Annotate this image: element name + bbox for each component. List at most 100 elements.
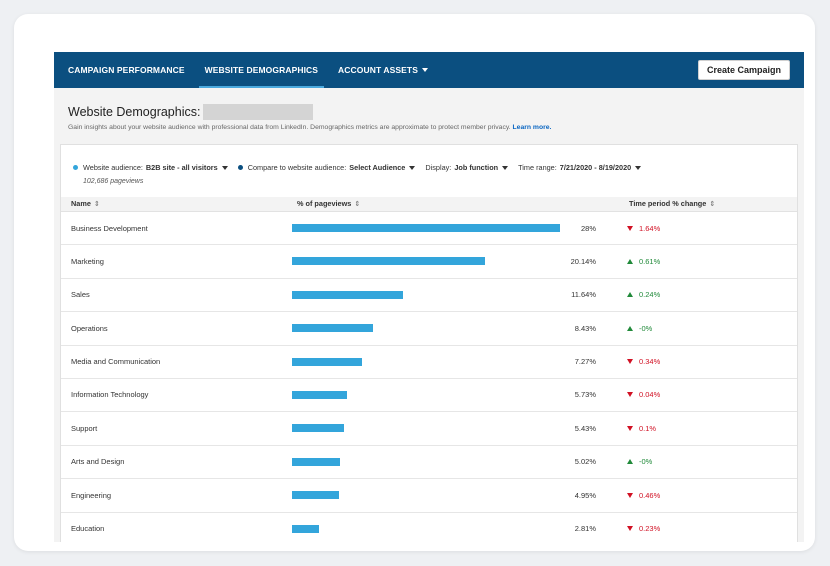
chevron-down-icon — [409, 165, 416, 170]
pageviews-bar — [292, 424, 344, 433]
row-percent: 28% — [580, 223, 596, 233]
row-change-value: 0.04% — [639, 390, 661, 400]
row-percent: 5.02% — [574, 457, 596, 467]
redacted-site-name — [203, 104, 314, 120]
row-change: 0.46% — [627, 479, 660, 511]
row-change-value: 0.46% — [639, 490, 661, 500]
subtitle-text: Gain insights about your website audienc… — [68, 124, 511, 131]
website-audience-filter[interactable]: Website audience: B2B site - all visitor… — [73, 163, 228, 172]
row-change-value: 0.23% — [639, 524, 661, 534]
page-title: Website Demographics: — [68, 104, 804, 120]
tab-campaign-performance[interactable]: CAMPAIGN PERFORMANCE — [54, 52, 195, 88]
row-name: Operations — [71, 323, 108, 333]
table-row: Arts and Design 5.02% -0% — [61, 446, 797, 480]
row-change: 0.23% — [627, 513, 660, 542]
triangle-down-icon — [627, 225, 633, 231]
row-percent: 7.27% — [574, 357, 596, 367]
table-row: Education 2.81% 0.23% — [61, 513, 797, 542]
row-name: Media and Communication — [71, 357, 161, 367]
row-change-value: 1.64% — [639, 223, 661, 233]
row-change: -0% — [627, 446, 652, 478]
row-change-value: 0.1% — [639, 423, 657, 433]
table-row: Support 5.43% 0.1% — [61, 412, 797, 446]
create-campaign-button[interactable]: Create Campaign — [697, 60, 790, 80]
screenshot-card: CAMPAIGN PERFORMANCE WEBSITE DEMOGRAPHIC… — [14, 14, 815, 551]
sort-icon: ⇕ — [709, 200, 716, 208]
table-body: Business Development 28% 1.64% Marketing 20.… — [61, 212, 797, 542]
compare-dot-icon — [237, 165, 243, 170]
pageviews-bar — [292, 257, 485, 266]
sort-icon: ⇕ — [93, 200, 100, 208]
row-percent: 11.64% — [571, 290, 596, 300]
triangle-up-icon — [627, 258, 633, 264]
filter-label: Website audience: — [83, 163, 143, 172]
row-name: Engineering — [71, 490, 112, 500]
learn-more-link[interactable]: Learn more. — [512, 124, 552, 131]
table-row: Business Development 28% 1.64% — [61, 212, 797, 246]
pageviews-bar — [292, 457, 341, 466]
column-header-change[interactable]: Time period % change ⇕ — [629, 199, 715, 208]
pageviews-bar — [292, 290, 404, 299]
column-header-name[interactable]: Name ⇕ — [71, 199, 100, 208]
row-name: Information Technology — [71, 390, 149, 400]
display-filter[interactable]: Display: Job function — [425, 163, 509, 172]
page-header: Website Demographics: Gain insights abou… — [54, 88, 804, 144]
row-percent: 5.43% — [574, 423, 596, 433]
triangle-down-icon — [627, 492, 633, 498]
row-name: Arts and Design — [71, 457, 125, 467]
tab-account-assets[interactable]: ACCOUNT ASSETS — [328, 52, 438, 88]
pageviews-bar — [292, 224, 560, 232]
filter-value: Job function — [454, 163, 499, 172]
filter-bar: Website audience: B2B site - all visitor… — [61, 145, 797, 197]
pageviews-count: 102,686 pageviews — [83, 178, 144, 185]
filter-label: Display: — [425, 163, 452, 172]
row-change: 0.24% — [627, 279, 660, 311]
row-percent: 2.81% — [574, 524, 596, 534]
tab-website-demographics[interactable]: WEBSITE DEMOGRAPHICS — [195, 52, 328, 88]
table-header: Name ⇕ % of pageviews ⇕ Time period % ch… — [61, 197, 797, 212]
triangle-up-icon — [627, 459, 633, 465]
row-change: 0.34% — [627, 346, 660, 378]
page-subtitle: Gain insights about your website audienc… — [68, 124, 804, 131]
filter-label: Compare to website audience: — [247, 163, 347, 172]
column-header-pageviews[interactable]: % of pageviews ⇕ — [297, 199, 360, 208]
row-change: 0.04% — [627, 379, 660, 411]
chevron-down-icon — [221, 165, 228, 170]
filter-value: Select Audience — [349, 163, 406, 172]
app-window: CAMPAIGN PERFORMANCE WEBSITE DEMOGRAPHIC… — [54, 52, 804, 542]
time-range-filter[interactable]: Time range: 7/21/2020 - 8/19/2020 — [518, 163, 642, 172]
row-name: Business Development — [71, 223, 148, 233]
table-row: Marketing 20.14% 0.61% — [61, 245, 797, 279]
chevron-down-icon — [635, 165, 642, 170]
row-change-value: -0% — [639, 323, 653, 333]
triangle-down-icon — [627, 392, 633, 398]
table-row: Media and Communication 7.27% 0.34% — [61, 346, 797, 379]
row-name: Education — [71, 524, 105, 534]
audience-dot-icon — [73, 165, 78, 170]
row-percent: 4.95% — [574, 490, 596, 500]
triangle-down-icon — [627, 359, 633, 365]
chevron-down-icon — [502, 165, 509, 170]
row-change: 0.1% — [627, 412, 656, 444]
row-change-value: 0.24% — [639, 290, 661, 300]
triangle-up-icon — [627, 292, 633, 298]
tab-label: WEBSITE DEMOGRAPHICS — [204, 65, 319, 75]
pageviews-bar — [292, 324, 373, 333]
row-change: -0% — [627, 312, 652, 344]
table-row: Information Technology 5.73% 0.04% — [61, 379, 797, 413]
filter-value: B2B site - all visitors — [145, 163, 218, 172]
pageviews-bar — [292, 390, 347, 399]
filter-value: 7/21/2020 - 8/19/2020 — [559, 163, 632, 172]
column-header-label: % of pageviews — [297, 199, 352, 208]
pageviews-bar — [292, 357, 362, 366]
top-nav: CAMPAIGN PERFORMANCE WEBSITE DEMOGRAPHIC… — [54, 52, 804, 88]
row-percent: 8.43% — [574, 323, 596, 333]
row-percent: 5.73% — [574, 390, 596, 400]
page-title-text: Website Demographics: — [68, 105, 201, 119]
column-header-label: Time period % change — [629, 199, 707, 208]
table-row: Sales 11.64% 0.24% — [61, 279, 797, 313]
compare-audience-filter[interactable]: Compare to website audience: Select Audi… — [237, 163, 416, 172]
row-change: 1.64% — [627, 212, 660, 244]
demographics-panel: Website audience: B2B site - all visitor… — [60, 144, 798, 542]
chevron-down-icon — [422, 68, 428, 72]
